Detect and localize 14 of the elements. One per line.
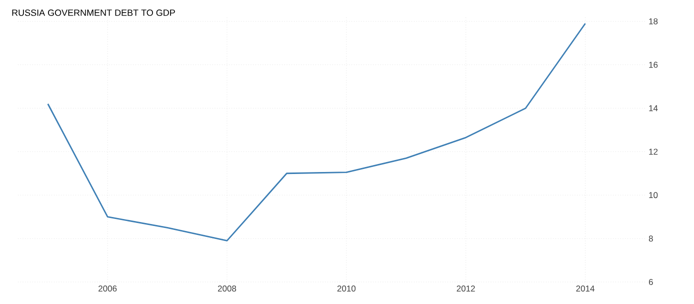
line-series xyxy=(47,22,586,242)
x-tick-label: 2012 xyxy=(456,286,475,292)
y-tick-label: 10 xyxy=(649,192,658,198)
y-tick-label: 18 xyxy=(649,18,658,24)
x-tick-label: 2008 xyxy=(218,286,236,292)
y-tick-label: 12 xyxy=(649,148,658,155)
x-tick-label: 2006 xyxy=(98,286,117,292)
x-tick-label: 2010 xyxy=(337,286,356,292)
chart-title: RUSSIA GOVERNMENT DEBT TO GDP xyxy=(12,10,175,16)
y-tick-label: 16 xyxy=(649,62,658,68)
y-tick-label: 14 xyxy=(649,105,658,112)
y-tick-label: 8 xyxy=(648,236,653,242)
y-tick-label: 6 xyxy=(648,278,653,285)
x-tick-label: 2014 xyxy=(576,286,594,292)
